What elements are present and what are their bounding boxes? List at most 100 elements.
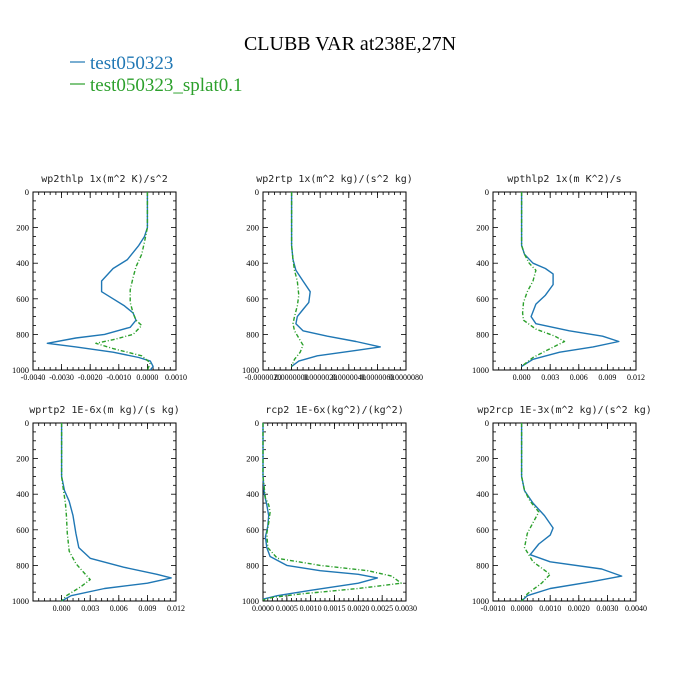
- ytick-label: 400: [476, 258, 489, 268]
- series-line-splat: [95, 192, 152, 371]
- series-line-splat: [262, 423, 402, 601]
- legend: test050323 test050323_splat0.1: [70, 53, 243, 96]
- ytick-label: 400: [476, 489, 489, 499]
- ytick-label: 200: [246, 454, 259, 464]
- ytick-label: 600: [246, 525, 259, 535]
- ytick-label: 400: [246, 489, 259, 499]
- figure-title: CLUBB VAR at238E,27N: [244, 33, 456, 55]
- xtick-label: 0.0010: [539, 604, 561, 613]
- xtick-label: 0.000: [53, 604, 71, 613]
- xtick-label: 0.003: [81, 604, 99, 613]
- xtick-label: 0.0000: [252, 604, 274, 613]
- xtick-label: 0.0000040: [332, 373, 366, 382]
- xtick-label: -0.0030: [49, 373, 74, 382]
- ytick-label: 200: [476, 223, 489, 233]
- ytick-label: 0: [255, 187, 259, 197]
- panel-title-4: wprtp2 1E-6x(m kg)/(s kg): [29, 405, 180, 416]
- panel-4: wprtp2 1E-6x(m kg)/(s kg)0 200 400 600 800 10…: [12, 405, 185, 613]
- ytick-label: 0: [25, 187, 29, 197]
- panel-2: wp2rtp 1x(m^2 kg)/(s^2 kg) 0 200 400 600 800 1…: [242, 174, 423, 382]
- series-line-test050323: [520, 423, 623, 602]
- xtick-label: 0.006: [110, 604, 128, 613]
- ytick-label: 600: [16, 294, 29, 304]
- ytick-label: 200: [16, 223, 29, 233]
- xtick-label: 0.0000080: [389, 373, 423, 382]
- series-line-test050323: [290, 192, 381, 367]
- plot-frame-5: [262, 422, 407, 602]
- xtick-label: 0.009: [138, 604, 156, 613]
- xtick-label: 0.0040: [625, 604, 647, 613]
- ytick-label: 1000: [242, 365, 259, 375]
- ytick-label: 800: [246, 560, 259, 570]
- ytick-label: 1000: [472, 596, 489, 606]
- ytick-label: 1000: [242, 596, 259, 606]
- xtick-label: 0.0000000: [275, 373, 309, 382]
- xtick-label: 0.012: [167, 604, 185, 613]
- xtick-label: 0.0010: [165, 373, 187, 382]
- xtick-label: 0.012: [627, 373, 645, 382]
- xtick-label: 0.0020: [347, 604, 369, 613]
- xtick-label: 0.0005: [276, 604, 298, 613]
- panel-3: wpthlp2 1x(m K^2)/s 0 200 400 600 800 1000 0.00…: [472, 174, 645, 382]
- series-line-test050323: [46, 192, 154, 371]
- xtick-label: 0.0000: [136, 373, 158, 382]
- plot-frame-3: [492, 191, 637, 371]
- ytick-label: 600: [476, 294, 489, 304]
- series-line-test050323: [520, 192, 620, 367]
- ytick-label: 800: [246, 329, 259, 339]
- xtick-label: 0.0030: [596, 604, 618, 613]
- xtick-label: -0.0010: [481, 604, 506, 613]
- xtick-label: -0.0040: [21, 373, 46, 382]
- ytick-label: 800: [16, 329, 29, 339]
- ytick-label: 200: [476, 454, 489, 464]
- plot-frame-2: [262, 191, 407, 371]
- xtick-label: 0.009: [598, 373, 616, 382]
- ytick-label: 800: [476, 329, 489, 339]
- xtick-label: 0.0010: [300, 604, 322, 613]
- xtick-label: 0.0000020: [303, 373, 337, 382]
- panel-title-3: wpthlp2 1x(m K^2)/s: [507, 174, 621, 185]
- ytick-label: 1000: [12, 365, 29, 375]
- legend-label-splat: test050323_splat0.1: [90, 75, 243, 96]
- xtick-label: 0.0015: [324, 604, 346, 613]
- series-line-splat: [290, 192, 304, 367]
- series-line-splat: [520, 192, 566, 367]
- xtick-label: -0.0010: [106, 373, 131, 382]
- ytick-label: 0: [485, 418, 489, 428]
- panel-title-5: rcp2 1E-6x(kg^2)/(kg^2): [265, 405, 403, 416]
- xtick-label: 0.0030: [395, 604, 417, 613]
- ytick-label: 1000: [12, 596, 29, 606]
- ytick-label: 0: [485, 187, 489, 197]
- panel-title-1: wp2thlp 1x(m^2 K)/s^2: [41, 174, 167, 185]
- series-line-splat: [60, 423, 91, 602]
- panel-1: wp2thlp 1x(m^2 K)/s^202004006008001000-0…: [12, 174, 187, 382]
- panel-6: wp2rcp 1E-3x(m^2 kg)/(s^2 kg) 0 200 400 600 8…: [472, 405, 652, 613]
- ytick-label: 600: [476, 525, 489, 535]
- series-line-test050323: [60, 423, 172, 602]
- ytick-label: 200: [16, 454, 29, 464]
- xtick-label: 0.0000060: [360, 373, 394, 382]
- ytick-label: 0: [25, 418, 29, 428]
- xtick-label: -0.0020: [78, 373, 103, 382]
- panel-5: rcp2 1E-6x(kg^2)/(kg^2) 0 200 400 600 800 1000…: [242, 405, 417, 613]
- xtick-label: 0.0025: [371, 604, 393, 613]
- xtick-label: 0.0020: [568, 604, 590, 613]
- ytick-label: 400: [246, 258, 259, 268]
- plot-frame-1: [32, 191, 177, 371]
- legend-label-test050323: test050323: [90, 53, 173, 74]
- xtick-label: 0.003: [541, 373, 559, 382]
- xtick-label: 0.000: [513, 373, 531, 382]
- ytick-label: 1000: [472, 365, 489, 375]
- ytick-label: 200: [246, 223, 259, 233]
- panels: wp2thlp 1x(m^2 K)/s^202004006008001000-0…: [12, 174, 652, 613]
- ytick-label: 0: [255, 418, 259, 428]
- series-line-test050323: [262, 423, 379, 600]
- panel-title-2: wp2rtp 1x(m^2 kg)/(s^2 kg): [256, 174, 413, 185]
- xtick-label: -0.0000020: [245, 373, 282, 382]
- panel-title-6: wp2rcp 1E-3x(m^2 kg)/(s^2 kg): [477, 405, 652, 416]
- ytick-label: 800: [476, 560, 489, 570]
- series-line-splat: [520, 423, 551, 602]
- ytick-label: 600: [246, 294, 259, 304]
- xtick-label: 0.0000: [511, 604, 533, 613]
